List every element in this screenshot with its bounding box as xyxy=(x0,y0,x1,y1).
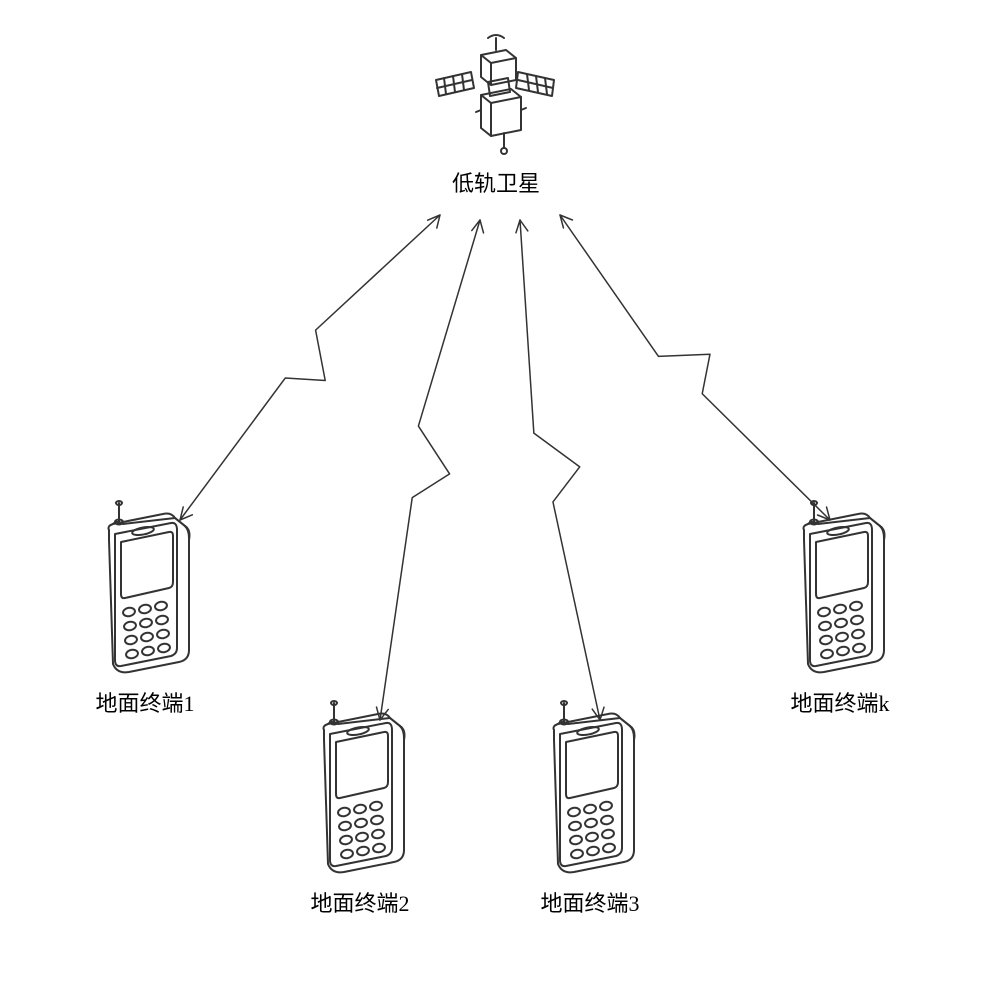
phone-icon xyxy=(300,700,420,880)
terminal-node-t2: 地面终端2 xyxy=(300,700,420,918)
phone-icon xyxy=(85,500,205,680)
signal-bolt xyxy=(560,215,830,520)
terminal-node-tk: 地面终端k xyxy=(780,500,900,718)
terminal-label: 地面终端k xyxy=(790,686,889,718)
terminal-label: 地面终端3 xyxy=(540,886,639,918)
phone-icon xyxy=(530,700,650,880)
phone-icon xyxy=(780,500,900,680)
signal-bolt xyxy=(516,220,604,720)
signal-bolt xyxy=(180,215,440,520)
satellite-icon xyxy=(426,20,566,160)
signal-bolt xyxy=(376,220,483,720)
terminal-label: 地面终端2 xyxy=(310,886,409,918)
satellite-node: 低轨卫星 xyxy=(426,20,566,198)
network-diagram: 低轨卫星 地面终端1 xyxy=(0,0,992,1000)
terminal-node-t3: 地面终端3 xyxy=(530,700,650,918)
terminal-node-t1: 地面终端1 xyxy=(85,500,205,718)
terminal-label: 地面终端1 xyxy=(95,686,194,718)
satellite-label: 低轨卫星 xyxy=(452,166,540,198)
